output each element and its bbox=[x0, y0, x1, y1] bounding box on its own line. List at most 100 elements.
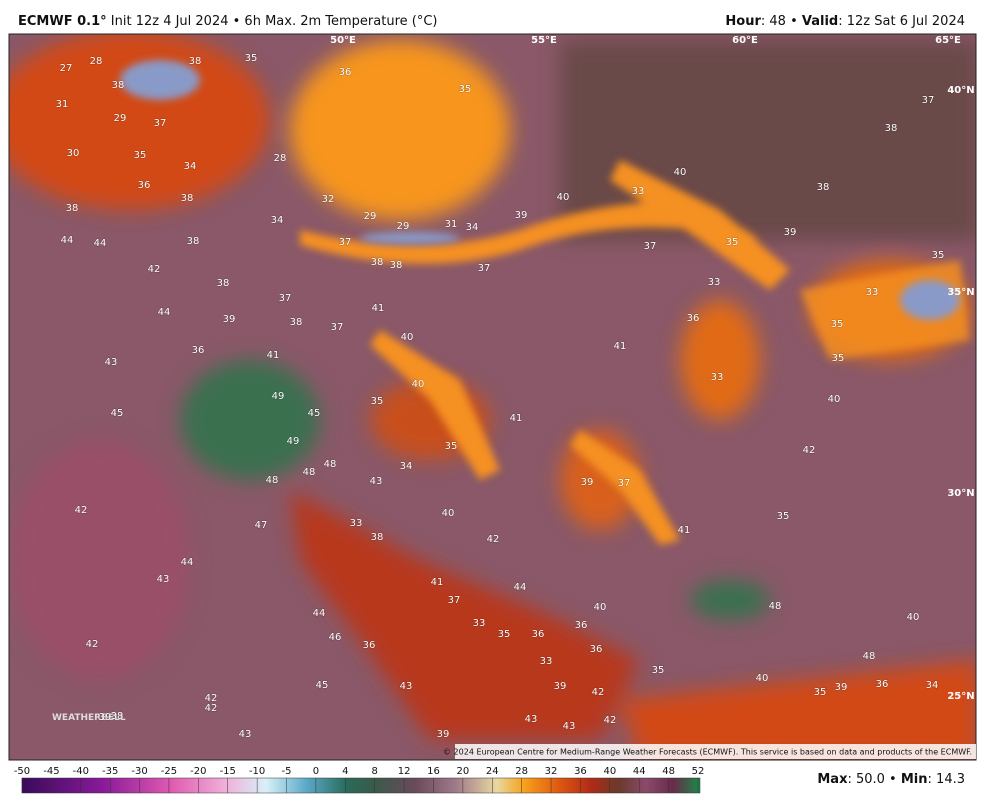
temperature-label: 36 bbox=[363, 640, 376, 651]
temperature-label: 39 bbox=[581, 477, 594, 488]
model: ECMWF 0.1° bbox=[18, 14, 107, 29]
temperature-label: 37 bbox=[644, 241, 657, 252]
temperature-label: 37 bbox=[339, 237, 352, 248]
temperature-label: 35 bbox=[459, 84, 472, 95]
temperature-label: 39 bbox=[515, 210, 528, 221]
temperature-label: 40 bbox=[401, 332, 414, 343]
temperature-label: 39 bbox=[554, 681, 567, 692]
hour-label: Hour bbox=[725, 14, 761, 29]
temperature-label: 36 bbox=[687, 313, 700, 324]
longitude-label: 60°E bbox=[732, 35, 758, 46]
temperature-label: 35 bbox=[134, 150, 147, 161]
temperature-label: 35 bbox=[832, 353, 845, 364]
temperature-label: 40 bbox=[412, 379, 425, 390]
latitude-label: 30°N bbox=[947, 488, 974, 499]
temperature-label: 40 bbox=[756, 673, 769, 684]
colorbar-tick-label: 12 bbox=[398, 766, 411, 777]
temperature-label: 35 bbox=[445, 441, 458, 452]
temperature-label: 34 bbox=[184, 161, 197, 172]
temperature-label: 46 bbox=[329, 632, 342, 643]
temperature-label: 39 bbox=[99, 712, 112, 723]
temperature-label: 35 bbox=[932, 250, 945, 261]
temperature-label: 37 bbox=[448, 595, 461, 606]
colorbar-tick-label: -45 bbox=[43, 766, 59, 777]
temperature-label: 38 bbox=[111, 711, 124, 722]
temperature-label: 37 bbox=[618, 478, 631, 489]
temperature-label: 33 bbox=[540, 656, 553, 667]
temperature-label: 43 bbox=[157, 574, 170, 585]
temperature-label: 45 bbox=[316, 680, 329, 691]
temperature-label: 49 bbox=[272, 391, 285, 402]
colorbar-tick-label: -15 bbox=[220, 766, 236, 777]
temperature-label: 28 bbox=[274, 153, 287, 164]
temperature-label: 40 bbox=[442, 508, 455, 519]
colorbar-tick-label: -10 bbox=[249, 766, 265, 777]
temperature-label: 34 bbox=[926, 680, 939, 691]
temperature-label: 44 bbox=[94, 238, 107, 249]
max: : 50.0 • bbox=[847, 772, 896, 787]
colorbar-tick-label: -25 bbox=[161, 766, 177, 777]
temperature-label: 41 bbox=[614, 341, 627, 352]
temperature-label: 37 bbox=[279, 293, 292, 304]
temperature-label: 37 bbox=[154, 118, 167, 129]
temperature-label: 36 bbox=[339, 67, 352, 78]
temperature-label: 31 bbox=[56, 99, 69, 110]
temperature-label: 48 bbox=[863, 651, 876, 662]
temperature-label: 36 bbox=[138, 180, 151, 191]
temperature-label: 44 bbox=[61, 235, 74, 246]
copyright: © 2024 European Centre for Medium-Range … bbox=[443, 748, 972, 757]
temperature-label: 48 bbox=[324, 459, 337, 470]
colorbar-tick-label: 24 bbox=[486, 766, 499, 777]
temperature-label: 35 bbox=[814, 687, 827, 698]
temperature-label: 40 bbox=[557, 192, 570, 203]
temperature-label: 38 bbox=[371, 257, 384, 268]
temperature-label: 41 bbox=[510, 413, 523, 424]
temperature-label: 42 bbox=[205, 703, 218, 714]
colorbar bbox=[21, 777, 701, 794]
temperature-label: 38 bbox=[181, 193, 194, 204]
temperature-label: 39 bbox=[437, 729, 450, 740]
temperature-label: 32 bbox=[322, 194, 335, 205]
colorbar-tick-label: 28 bbox=[515, 766, 528, 777]
temperature-label: 38 bbox=[217, 278, 230, 289]
temperature-label: 35 bbox=[371, 396, 384, 407]
temperature-label: 35 bbox=[652, 665, 665, 676]
longitude-label: 55°E bbox=[531, 35, 557, 46]
colorbar-tick-label: -30 bbox=[131, 766, 147, 777]
temperature-label: 40 bbox=[907, 612, 920, 623]
temperature-label: 35 bbox=[245, 53, 258, 64]
temperature-label: 29 bbox=[114, 113, 127, 124]
temperature-label: 37 bbox=[922, 95, 935, 106]
logo: WEATHERBELL bbox=[52, 713, 126, 723]
temperature-label: 40 bbox=[674, 167, 687, 178]
temperature-label: 43 bbox=[525, 714, 538, 725]
footer-stats: Max: 50.0 • Min: 14.3 bbox=[817, 772, 965, 787]
latitude-label: 40°N bbox=[947, 85, 974, 96]
header-right: Hour: 48 • Valid: 12z Sat 6 Jul 2024 bbox=[725, 14, 965, 29]
colorbar-tick-label: -50 bbox=[14, 766, 30, 777]
temperature-label: 43 bbox=[563, 721, 576, 732]
temperature-label: 38 bbox=[290, 317, 303, 328]
colorbar-tick-label: 20 bbox=[457, 766, 470, 777]
colorbar-tick-label: 0 bbox=[313, 766, 319, 777]
temperature-label: 44 bbox=[181, 557, 194, 568]
temperature-label: 41 bbox=[678, 525, 691, 536]
temperature-label: 42 bbox=[75, 505, 88, 516]
temperature-label: 38 bbox=[390, 260, 403, 271]
temperature-label: 34 bbox=[271, 215, 284, 226]
colorbar-tick-label: -40 bbox=[73, 766, 89, 777]
temperature-label: 41 bbox=[267, 350, 280, 361]
colorbar-tick-label: 8 bbox=[372, 766, 378, 777]
temperature-label: 36 bbox=[575, 620, 588, 631]
temperature-label: 43 bbox=[370, 476, 383, 487]
temperature-label: 28 bbox=[90, 56, 103, 67]
temperature-label: 43 bbox=[239, 729, 252, 740]
temperature-label: 36 bbox=[876, 679, 889, 690]
temperature-label: 42 bbox=[803, 445, 816, 456]
temperature-label: 43 bbox=[400, 681, 413, 692]
max-label: Max bbox=[817, 772, 848, 787]
colorbar-tick-label: -35 bbox=[102, 766, 118, 777]
temperature-label: 33 bbox=[866, 287, 879, 298]
temperature-label: 42 bbox=[205, 693, 218, 704]
